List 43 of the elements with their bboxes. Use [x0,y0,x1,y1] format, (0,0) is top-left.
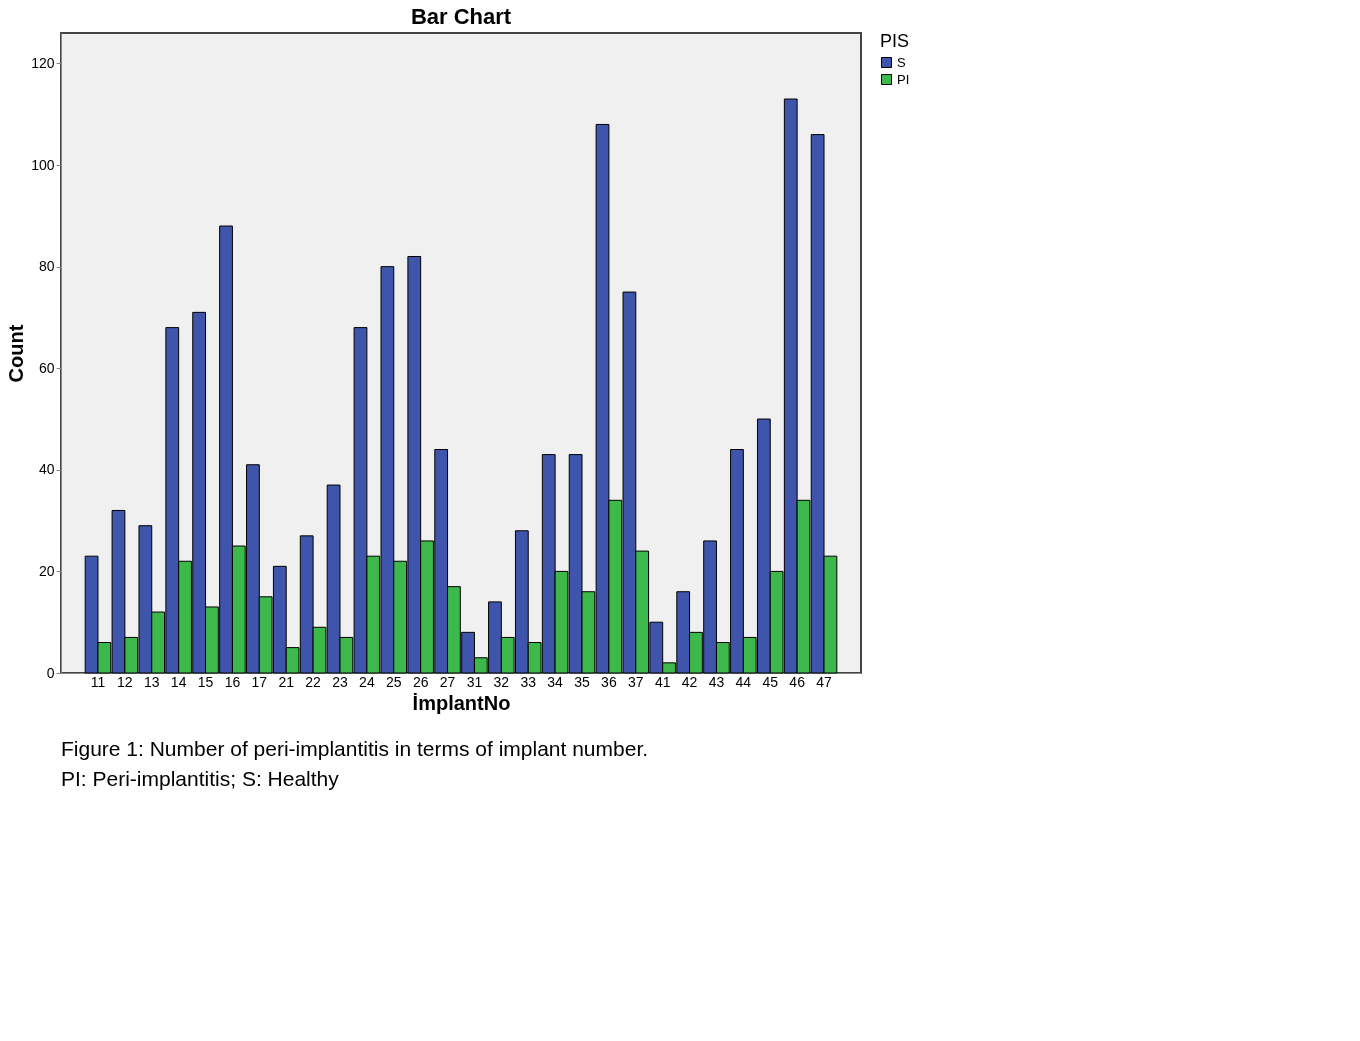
legend-label: S [897,54,906,70]
x-tick-label: 45 [762,673,779,690]
x-tick-label: 36 [601,673,617,690]
y-tick-label: 100 [31,156,55,173]
x-tick-label: 21 [278,673,295,690]
x-tick-label: 35 [574,673,591,690]
caption: Figure 1: Number of peri-implantitis in terms of implant number. [61,737,649,760]
x-tick-label: 13 [143,673,160,690]
x-tick-label: 44 [735,673,752,690]
x-tick-label: 24 [359,673,375,690]
y-tick-label: 80 [38,258,55,275]
x-tick-label: 32 [493,673,510,690]
y-tick-label: 120 [31,54,55,71]
chart-title: Bar Chart [410,4,512,29]
y-tick-label: 20 [38,562,55,579]
y-axis-title: Count [5,324,28,383]
x-axis-title: İmplantNo [412,691,511,714]
x-tick-label: 42 [681,673,698,690]
legend-label: PI [897,71,910,87]
x-tick-label: 12 [117,673,133,690]
x-tick-label: 33 [520,673,537,690]
x-tick-label: 46 [789,673,806,690]
x-tick-label: 22 [305,673,322,690]
legend-title: PIS [880,31,910,51]
x-tick-label: 31 [466,673,483,690]
x-tick-label: 34 [547,673,564,690]
x-tick-label: 23 [332,673,348,690]
x-tick-label: 25 [385,673,402,690]
y-tick-label: 60 [38,359,55,376]
x-tick-label: 14 [170,673,187,690]
x-tick-label: 37 [628,673,644,690]
x-tick-label: 41 [654,673,671,690]
x-tick-label: 11 [90,673,106,690]
x-tick-label: 17 [251,673,268,690]
x-tick-label: 47 [816,673,833,690]
x-tick-label: 16 [224,673,241,690]
x-tick-label: 15 [197,673,214,690]
x-tick-label: 26 [412,673,429,690]
text: PI: Peri-implantitis; S: Healthy [61,767,340,790]
x-tick-label: 27 [439,673,456,690]
y-tick-label: 40 [38,461,55,478]
x-tick-label: 43 [708,673,725,690]
y-tick-label: 0 [46,664,55,681]
